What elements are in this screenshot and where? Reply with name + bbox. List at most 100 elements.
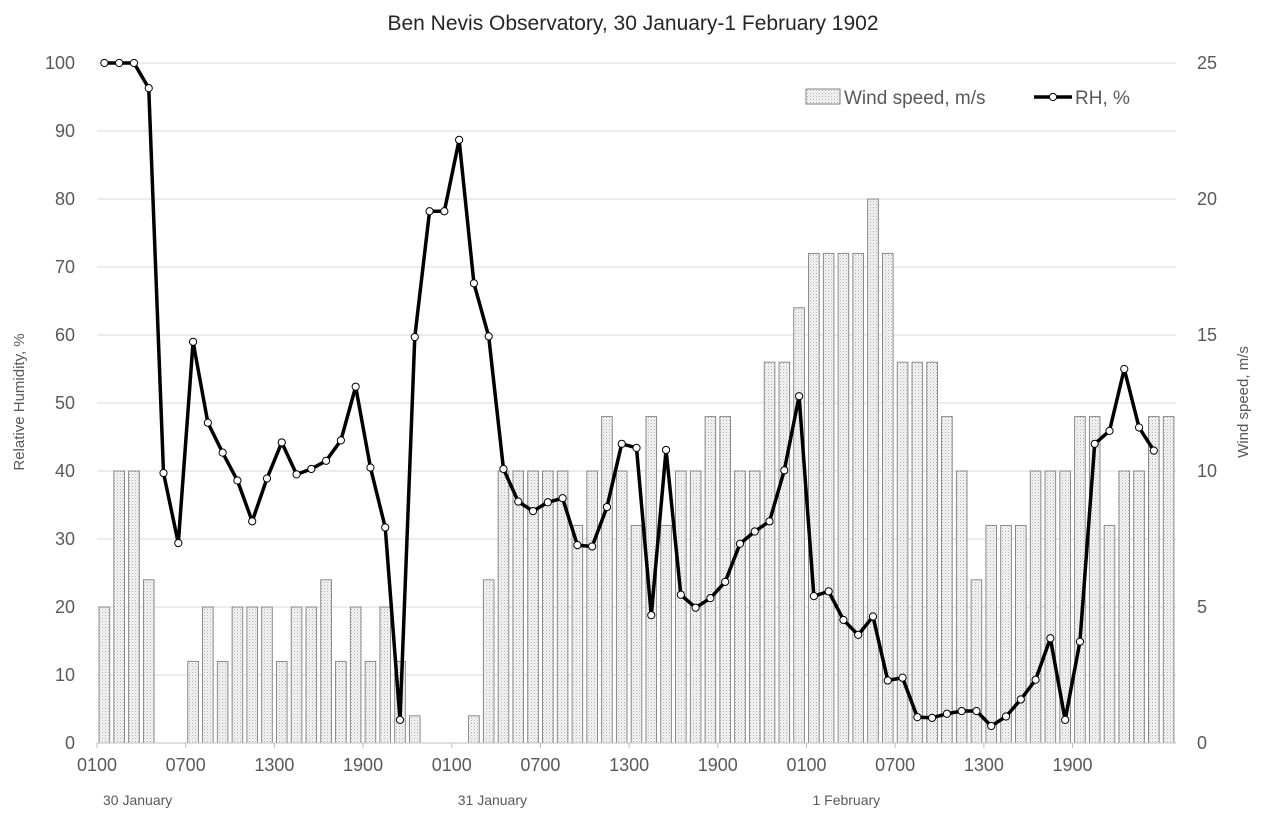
x-tick-label: 1300 [254, 755, 294, 775]
rh-point [913, 713, 922, 722]
x-tick-label: 0700 [875, 755, 915, 775]
right-axis-ticks: 0 5 10 15 20 25 [1197, 53, 1217, 753]
rh-point [824, 587, 833, 596]
x-tick-label: 1900 [1053, 755, 1093, 775]
left-axis-label: Relative Humidity, % [11, 333, 28, 470]
rh-point [928, 713, 937, 722]
left-tick-label: 50 [55, 393, 75, 413]
wind-bar [867, 198, 879, 744]
wind-bar [837, 252, 850, 744]
wind-bar [290, 606, 303, 744]
rh-point [1046, 634, 1055, 643]
wind-speed-bars [98, 198, 1175, 744]
wind-bar [601, 416, 613, 744]
rh-point [1031, 675, 1040, 684]
rh-point [706, 594, 715, 603]
wind-bar [763, 361, 776, 744]
right-tick-label: 15 [1197, 325, 1217, 345]
rh-point [203, 418, 212, 427]
left-tick-label: 20 [55, 597, 75, 617]
rh-point [794, 392, 804, 401]
day-label: 1 February [812, 792, 880, 808]
rh-point [957, 706, 966, 716]
wind-bar [320, 579, 332, 744]
left-tick-label: 70 [55, 257, 75, 277]
wind-bar [630, 524, 643, 744]
rh-point [322, 456, 331, 465]
wind-bar [941, 416, 953, 744]
rh-point [588, 542, 597, 551]
rh-point [750, 527, 759, 536]
rh-point [395, 715, 405, 724]
wind-bar [1044, 470, 1057, 744]
rh-point [765, 517, 774, 526]
wind-bar [202, 606, 214, 744]
wind-bar [305, 606, 318, 744]
wind-bar [808, 252, 820, 744]
left-tick-label: 90 [55, 121, 75, 141]
wind-bar [409, 715, 421, 744]
rh-point [942, 709, 951, 718]
rh-point [1001, 712, 1011, 721]
wind-bar [542, 470, 554, 744]
rh-point [381, 523, 390, 532]
wind-bar [246, 606, 258, 744]
day-label: 31 January [458, 792, 527, 808]
left-tick-label: 0 [65, 733, 75, 753]
wind-bar [1162, 416, 1175, 744]
right-tick-label: 10 [1197, 461, 1217, 481]
wind-bar [216, 660, 229, 744]
rh-point [425, 207, 434, 216]
wind-bar [497, 470, 510, 744]
left-tick-label: 30 [55, 529, 75, 549]
wind-bar [926, 361, 938, 744]
rh-point [174, 538, 183, 548]
x-tick-label: 0100 [786, 755, 826, 775]
rh-point [809, 592, 818, 601]
rh-point [188, 337, 198, 346]
wind-bar [364, 660, 377, 744]
wind-bar [985, 524, 998, 744]
wind-bar [748, 470, 761, 744]
wind-bar [586, 470, 598, 744]
rh-point [277, 438, 286, 447]
left-tick-label: 40 [55, 461, 75, 481]
rh-point [868, 612, 878, 621]
rh-point [218, 448, 227, 457]
wind-bar [793, 307, 805, 744]
rh-point [410, 332, 419, 342]
rh-point [469, 279, 479, 288]
wind-bar [142, 579, 155, 744]
gridlines [97, 62, 1176, 676]
rh-point [617, 439, 626, 448]
wind-bar [911, 361, 924, 744]
day-labels: 30 January 31 January 1 February [103, 792, 880, 808]
wind-bar [128, 470, 140, 744]
rh-point [883, 676, 892, 685]
rh-point [307, 464, 316, 474]
rh-point [1016, 695, 1025, 704]
wind-bar [778, 361, 791, 744]
legend-rh-label: RH, % [1075, 88, 1130, 109]
rh-point [573, 541, 582, 550]
rh-point [898, 673, 907, 682]
rh-point [1061, 715, 1070, 724]
rh-point [233, 476, 242, 485]
left-axis-ticks: 0 10 20 30 40 50 60 70 80 90 100 [45, 53, 75, 753]
rh-point [839, 615, 848, 625]
rh-point [248, 517, 257, 526]
wind-bar [1015, 524, 1027, 744]
right-tick-label: 5 [1197, 597, 1207, 617]
wind-bar [1103, 524, 1116, 744]
rh-point [543, 498, 552, 507]
rh-line [100, 58, 1158, 731]
wind-bar [1118, 470, 1131, 744]
left-tick-label: 10 [55, 665, 75, 685]
wind-bar [615, 470, 628, 744]
wind-bar [379, 606, 391, 744]
rh-point [351, 382, 360, 391]
x-tick-label: 1900 [343, 755, 383, 775]
rh-point [1120, 364, 1129, 374]
x-tick-label: 1300 [964, 755, 1004, 775]
wind-bar [571, 524, 584, 744]
